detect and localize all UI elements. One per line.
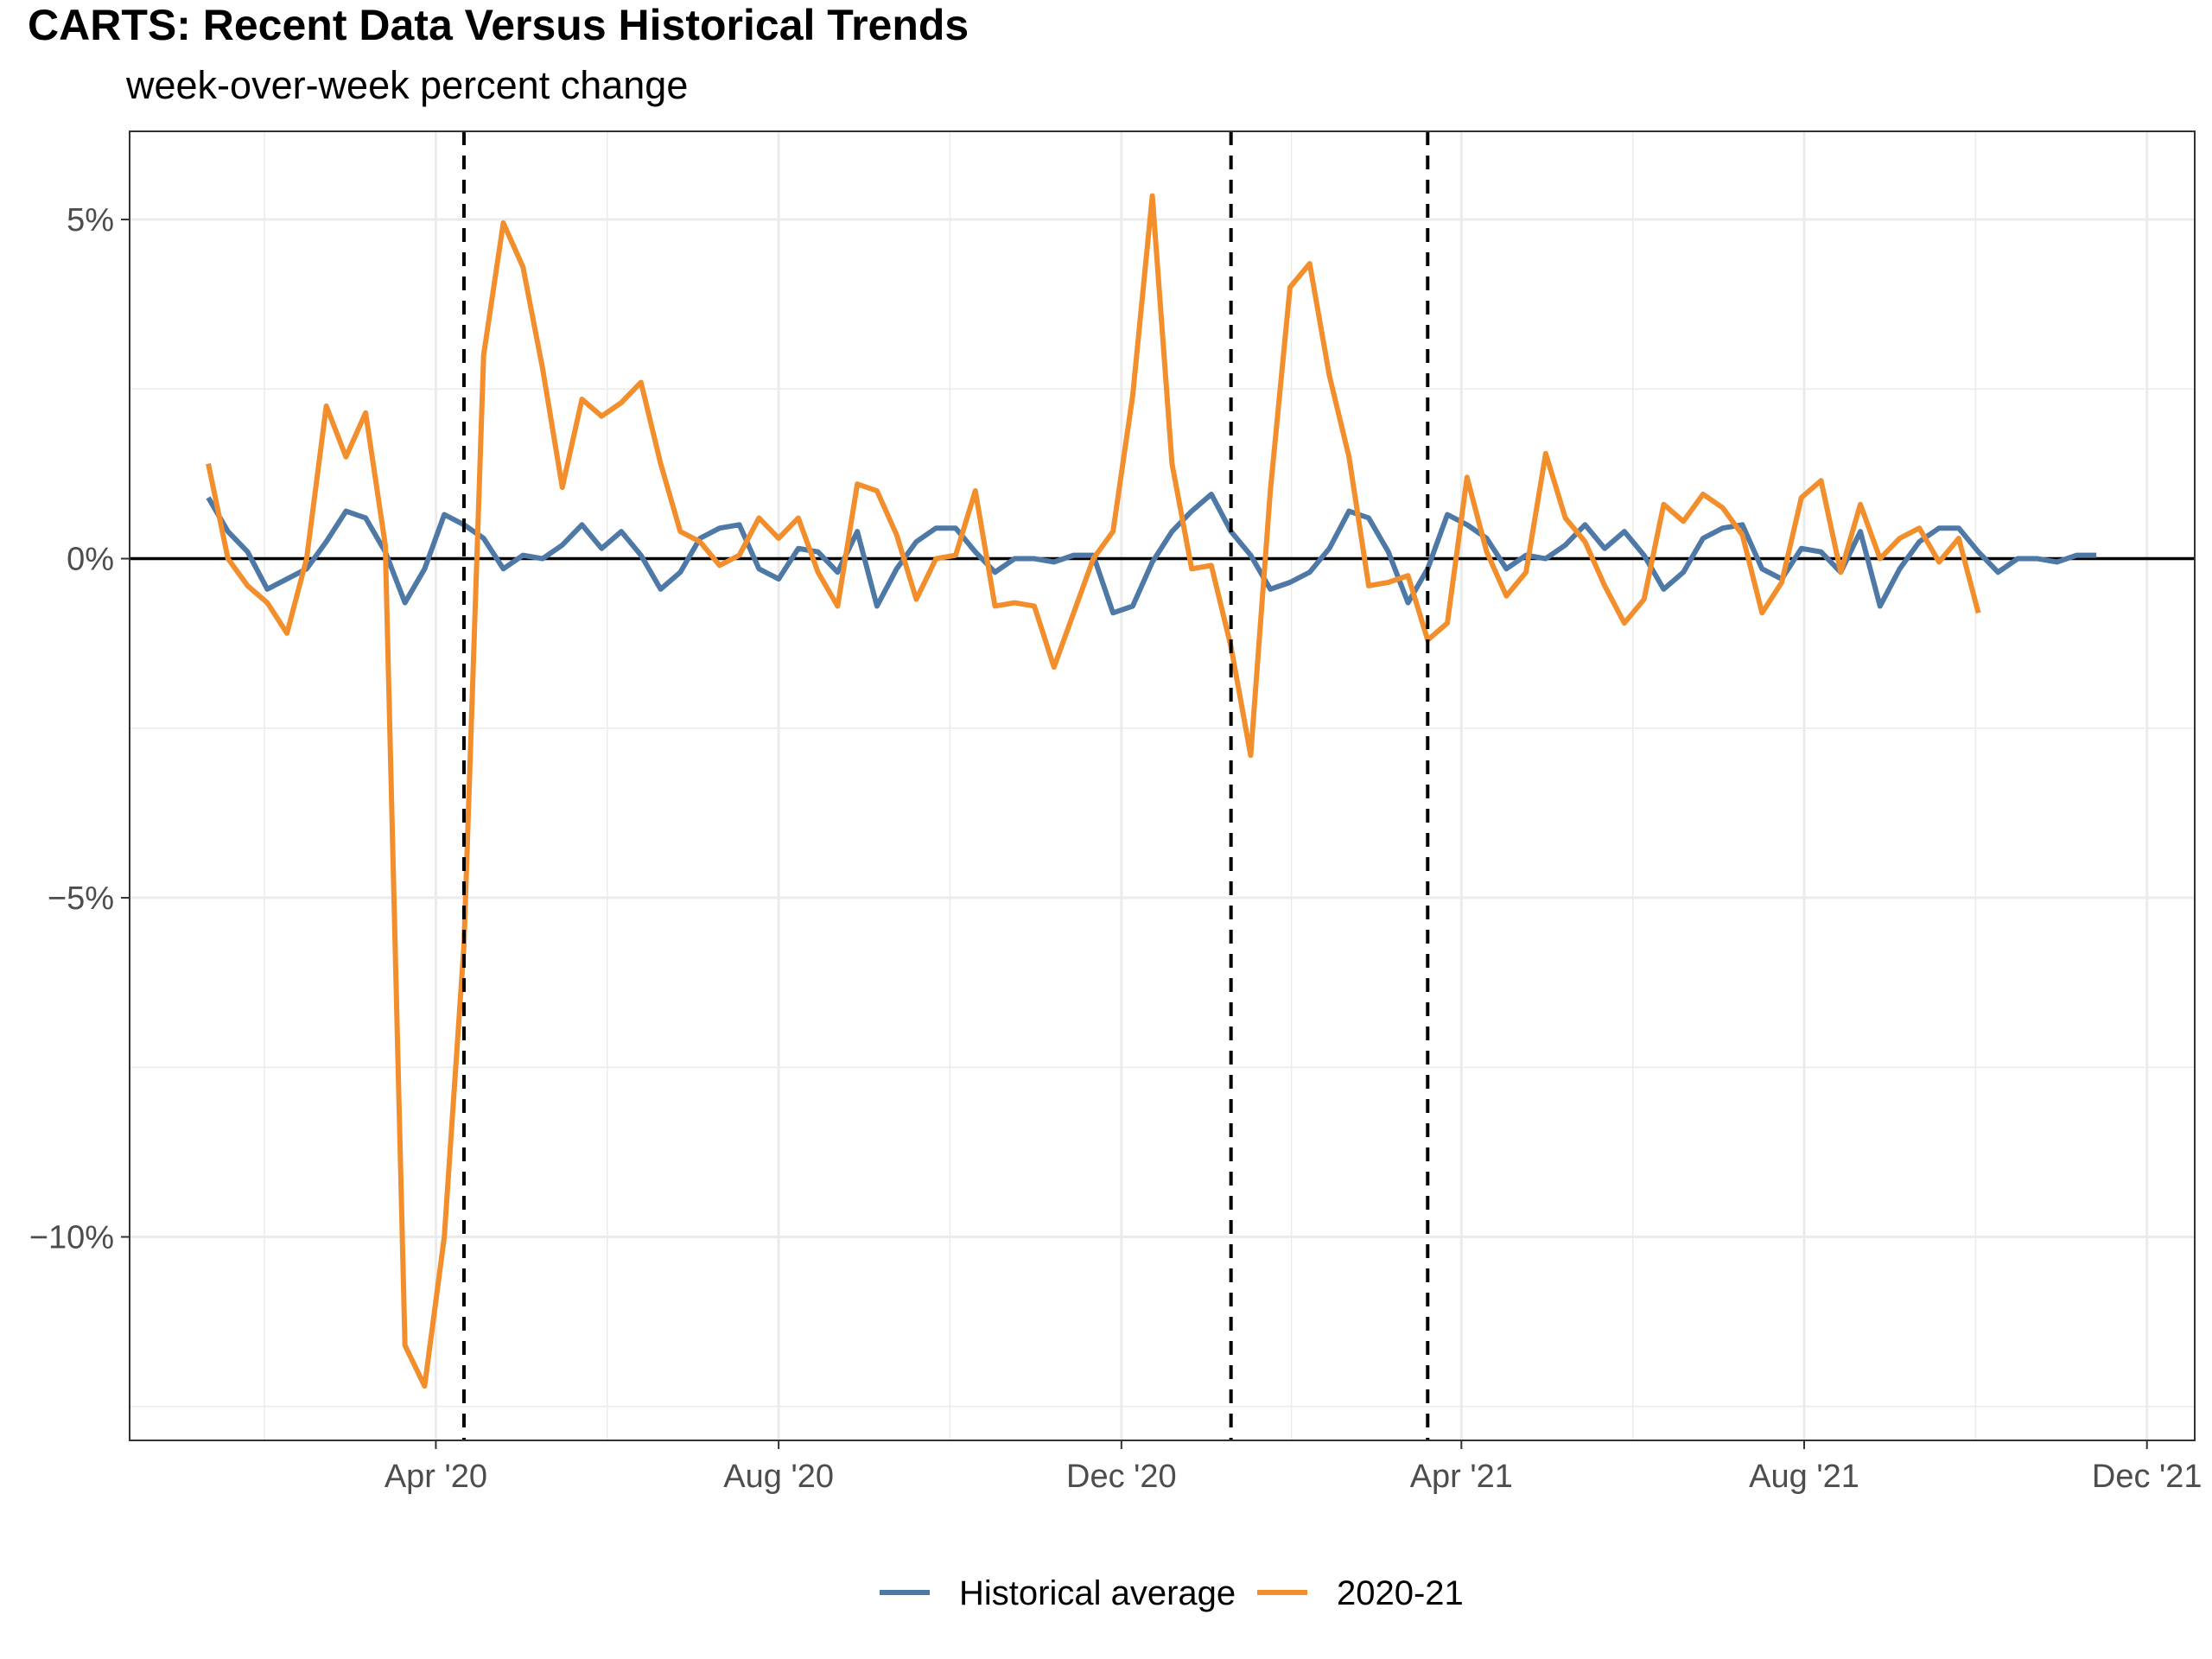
series-line-2020-21 xyxy=(206,193,1981,1389)
y-tick-label: −10% xyxy=(29,1220,114,1256)
x-tick-label: Apr '21 xyxy=(1410,1459,1513,1495)
legend-label: Historical average xyxy=(959,1574,1236,1612)
series-layer xyxy=(206,193,2097,1389)
y-tick-label: 0% xyxy=(67,542,114,578)
legend-label: 2020-21 xyxy=(1337,1574,1464,1612)
plot-panel-border xyxy=(129,130,2196,1441)
chart-subtitle: week-over-week percent change xyxy=(125,63,688,107)
y-axis: 5% 0% −5% −10% xyxy=(29,202,130,1256)
series-line-historical-average xyxy=(206,491,2097,616)
x-axis: Apr '20 Aug '20 Dec '20 Apr '21 Aug '21 Dec '… xyxy=(385,1440,2202,1495)
x-tick-label: Apr '20 xyxy=(385,1459,487,1495)
minor-gridlines xyxy=(130,131,2195,1440)
x-tick-label: Dec '21 xyxy=(2092,1459,2202,1495)
event-lines xyxy=(461,131,1430,1440)
x-tick-label: Aug '20 xyxy=(723,1459,834,1495)
y-tick-label: −5% xyxy=(48,880,114,917)
legend: Historical average 2020-21 xyxy=(880,1574,1464,1612)
chart-title: CARTS: Recent Data Versus Historical Tre… xyxy=(28,1,969,49)
x-tick-label: Aug '21 xyxy=(1749,1459,1859,1495)
x-tick-label: Dec '20 xyxy=(1066,1459,1177,1495)
y-tick-label: 5% xyxy=(67,202,114,238)
